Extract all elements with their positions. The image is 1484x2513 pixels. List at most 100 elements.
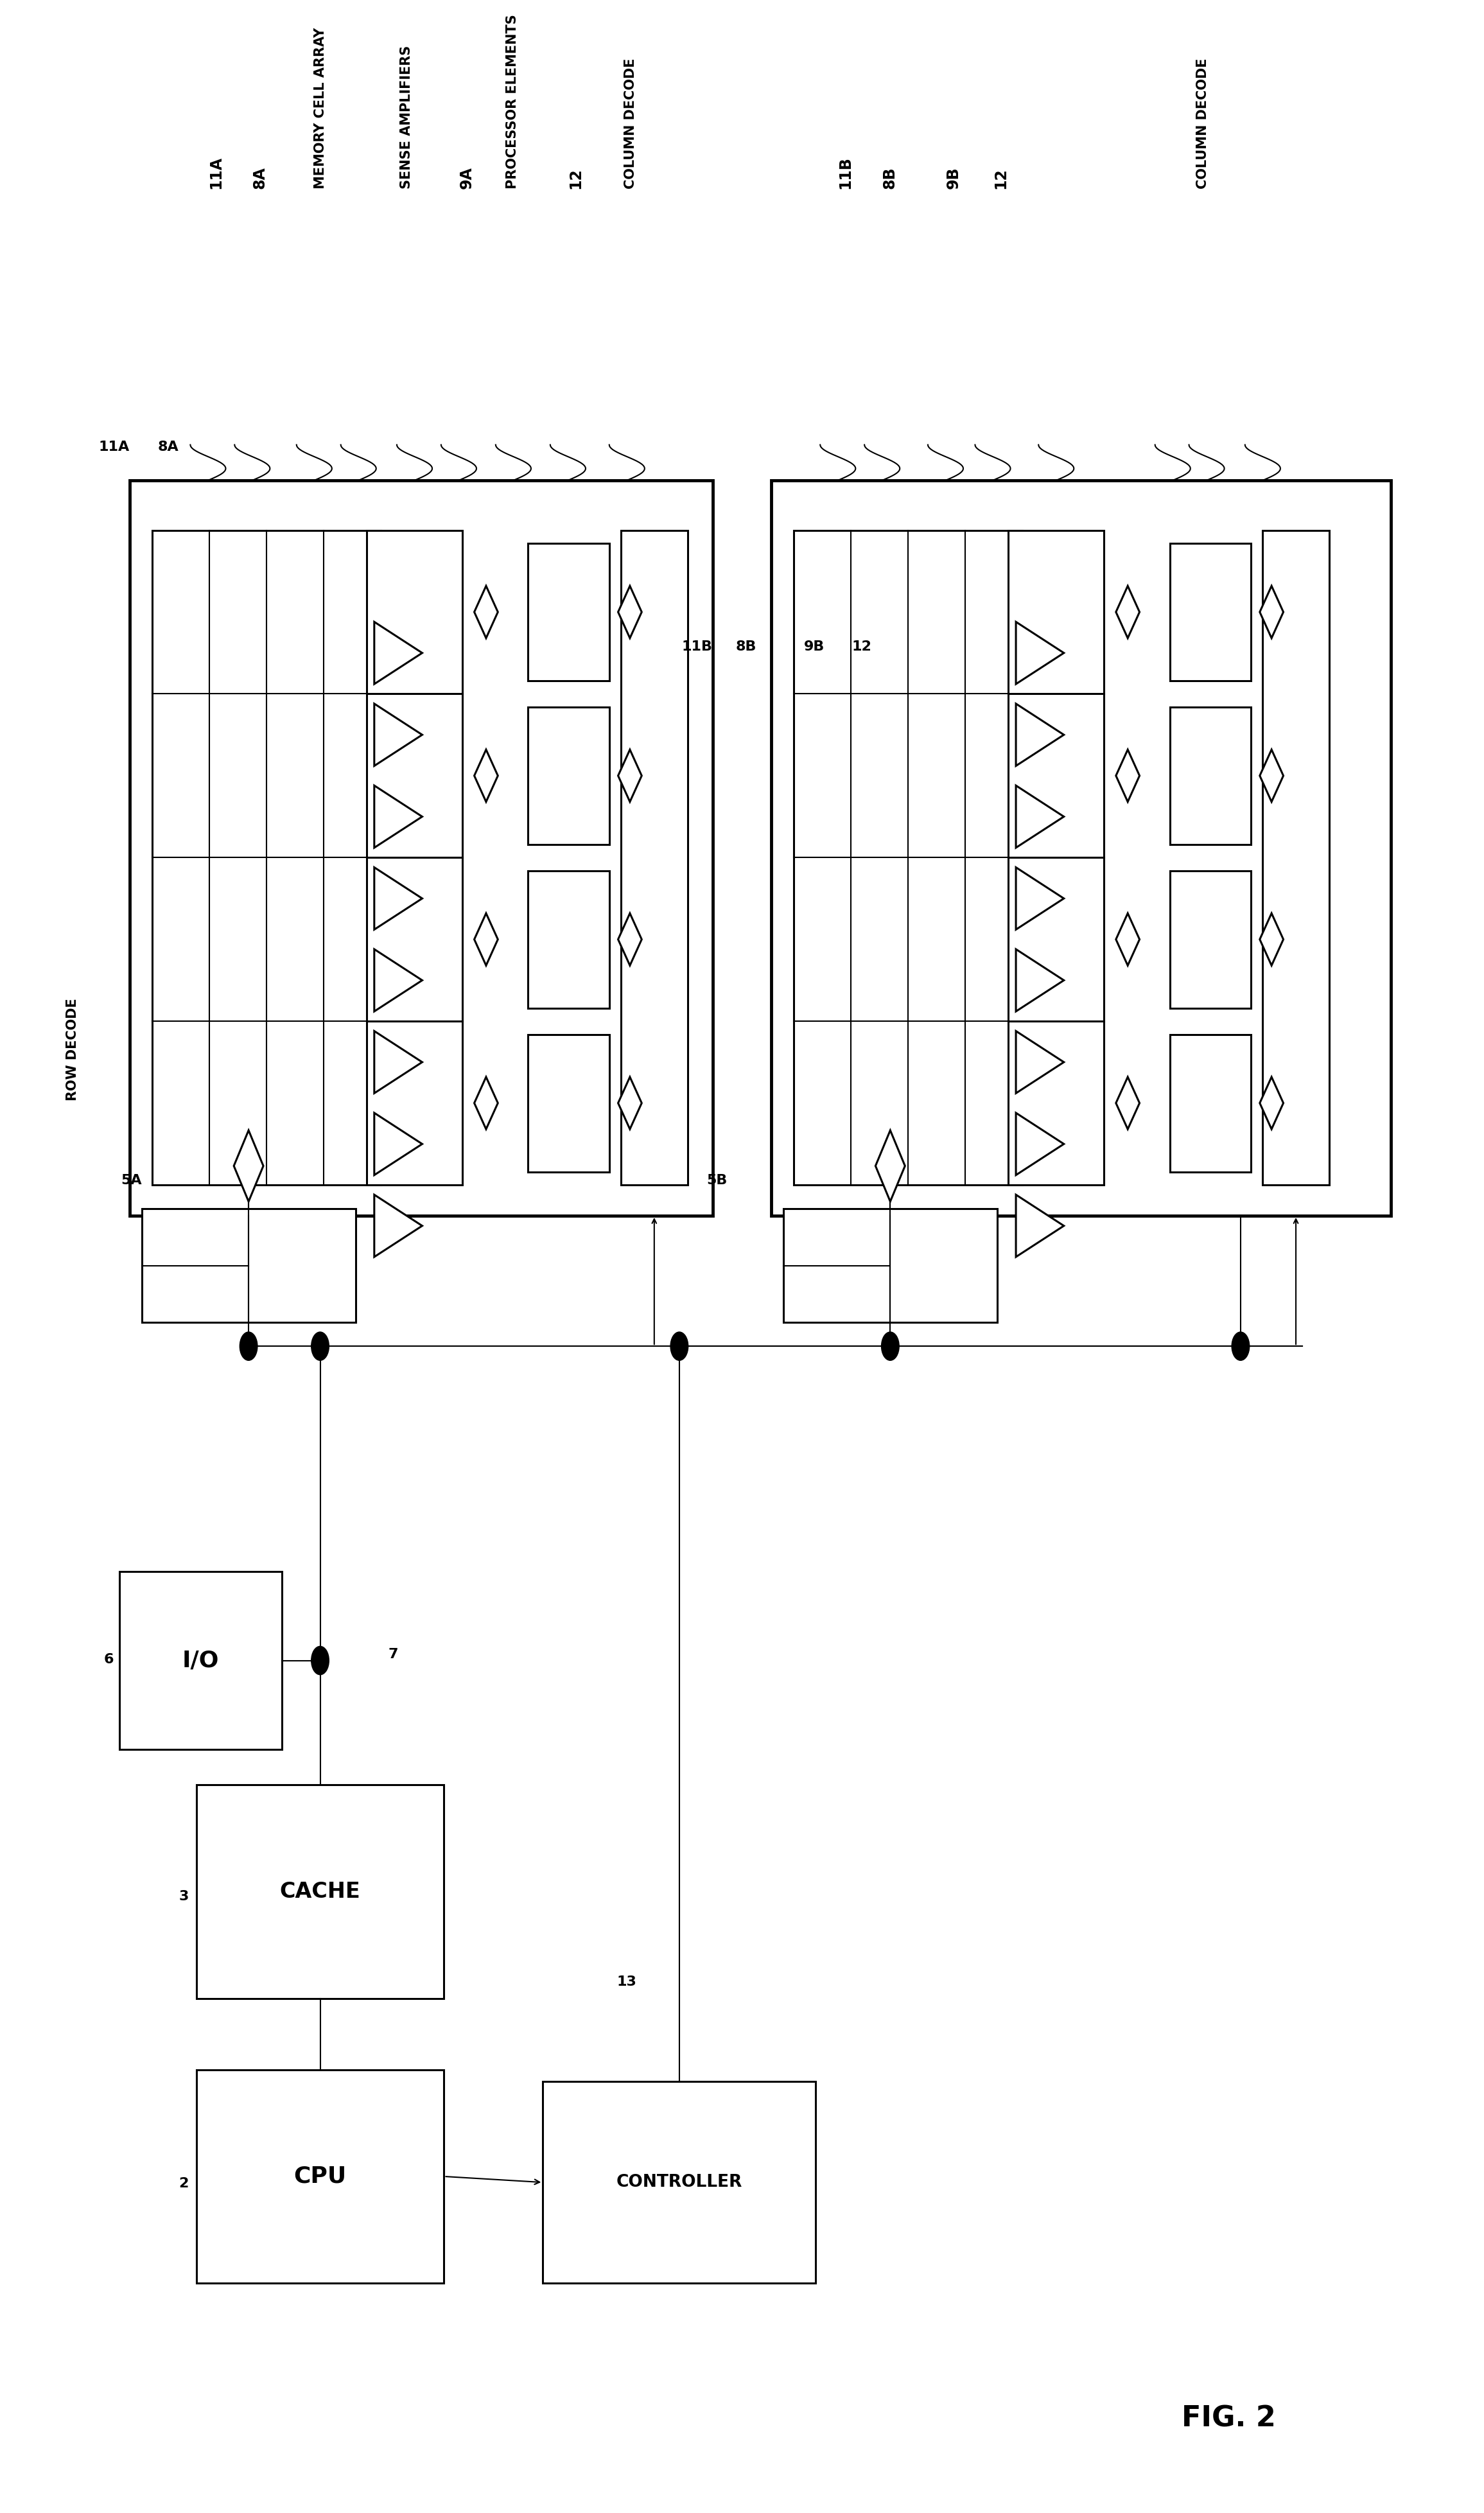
Polygon shape [374, 1113, 423, 1176]
Text: I/O: I/O [183, 1649, 220, 1671]
Polygon shape [619, 749, 641, 802]
Polygon shape [475, 912, 497, 965]
Polygon shape [1017, 1030, 1064, 1093]
Polygon shape [1116, 1078, 1140, 1128]
Polygon shape [475, 1078, 497, 1128]
Polygon shape [475, 586, 497, 638]
Text: 5B: 5B [706, 1174, 727, 1186]
Bar [367, 530, 463, 694]
Bar [196, 1784, 444, 1998]
Text: 8B: 8B [736, 641, 757, 653]
Polygon shape [876, 1131, 905, 1201]
Text: 7: 7 [387, 1649, 398, 1661]
Polygon shape [374, 1194, 423, 1256]
Text: 9A: 9A [459, 166, 475, 188]
Bar [1008, 530, 1104, 694]
Bar [367, 857, 463, 1020]
Bar [1169, 869, 1251, 1008]
Bar [1169, 543, 1251, 681]
Circle shape [312, 1646, 329, 1674]
Bar [129, 480, 712, 1216]
Polygon shape [374, 950, 423, 1010]
Bar [794, 530, 1022, 1186]
Bar [151, 530, 380, 1186]
Text: 5A: 5A [120, 1174, 141, 1186]
Text: COLUMN DECODE: COLUMN DECODE [623, 58, 637, 188]
Bar [196, 2071, 444, 2284]
Circle shape [240, 1332, 257, 1360]
Text: 8A: 8A [157, 440, 178, 452]
Bar [620, 530, 687, 1186]
Polygon shape [1260, 1078, 1284, 1128]
Circle shape [881, 1332, 899, 1360]
Text: 11A: 11A [99, 440, 129, 452]
Polygon shape [1260, 912, 1284, 965]
Polygon shape [1260, 586, 1284, 638]
Text: 8A: 8A [252, 166, 267, 188]
Bar [528, 543, 610, 681]
Polygon shape [374, 621, 423, 684]
Polygon shape [1116, 912, 1140, 965]
Bar [528, 869, 610, 1008]
Circle shape [312, 1332, 329, 1360]
Polygon shape [1017, 704, 1064, 766]
Text: MEMORY CELL ARRAY: MEMORY CELL ARRAY [315, 28, 326, 188]
Bar [784, 1209, 997, 1322]
Circle shape [671, 1332, 689, 1360]
Text: 8B: 8B [881, 166, 898, 188]
Polygon shape [374, 867, 423, 930]
Bar [1169, 1035, 1251, 1171]
Text: 9B: 9B [945, 166, 962, 188]
Polygon shape [1017, 867, 1064, 930]
Bar [367, 1020, 463, 1186]
Text: 12: 12 [993, 168, 1008, 188]
Polygon shape [1116, 749, 1140, 802]
Text: CONTROLLER: CONTROLLER [616, 2174, 742, 2191]
Polygon shape [619, 912, 641, 965]
Polygon shape [1017, 950, 1064, 1010]
Text: 6: 6 [104, 1654, 114, 1666]
Polygon shape [234, 1131, 263, 1201]
Circle shape [1232, 1332, 1250, 1360]
Polygon shape [619, 586, 641, 638]
Text: 2: 2 [180, 2176, 188, 2189]
Polygon shape [1017, 787, 1064, 847]
Bar [141, 1209, 356, 1322]
Bar [1008, 1020, 1104, 1186]
Text: 13: 13 [617, 1975, 637, 1988]
Text: 12: 12 [568, 168, 583, 188]
Polygon shape [475, 749, 497, 802]
Bar [528, 706, 610, 844]
Bar [772, 480, 1391, 1216]
Text: CPU: CPU [294, 2166, 347, 2186]
Text: CACHE: CACHE [280, 1882, 361, 1902]
Polygon shape [374, 1030, 423, 1093]
Text: 12: 12 [852, 641, 871, 653]
Text: SENSE AMPLIFIERS: SENSE AMPLIFIERS [399, 45, 413, 188]
Text: ROW DECODE: ROW DECODE [67, 998, 79, 1101]
Text: 11B: 11B [681, 641, 712, 653]
Polygon shape [619, 1078, 641, 1128]
Text: FIG. 2: FIG. 2 [1181, 2405, 1276, 2433]
Polygon shape [1017, 621, 1064, 684]
Bar [1008, 694, 1104, 857]
Bar [367, 694, 463, 857]
Text: 3: 3 [180, 1890, 188, 1902]
Bar [1008, 857, 1104, 1020]
Text: PROCESSOR ELEMENTS: PROCESSOR ELEMENTS [506, 15, 519, 188]
Polygon shape [1116, 586, 1140, 638]
Polygon shape [374, 787, 423, 847]
Polygon shape [374, 704, 423, 766]
Polygon shape [1017, 1113, 1064, 1176]
Text: 11A: 11A [208, 156, 224, 188]
Bar [1263, 530, 1330, 1186]
Polygon shape [1260, 749, 1284, 802]
Bar [1169, 706, 1251, 844]
Polygon shape [1017, 1194, 1064, 1256]
Bar [120, 1571, 282, 1749]
Text: COLUMN DECODE: COLUMN DECODE [1196, 58, 1209, 188]
Bar [528, 1035, 610, 1171]
Text: 11B: 11B [838, 156, 853, 188]
Bar [543, 2081, 816, 2284]
Text: 9B: 9B [804, 641, 825, 653]
